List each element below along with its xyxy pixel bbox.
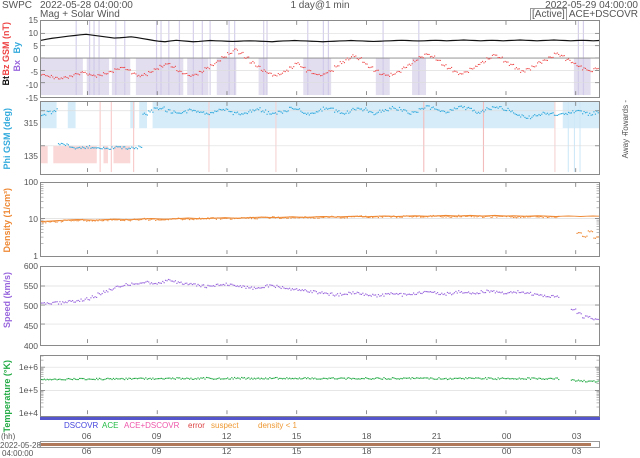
time-tick-label: 09 (151, 446, 162, 456)
time-axis-coverage-box[interactable] (40, 441, 600, 448)
time-tick-label: 00 (501, 431, 512, 441)
panel4-ytick: 600 (23, 260, 38, 271)
legend-ace: ACE (102, 421, 119, 430)
source-status: [Active] ACE+DSCOVR (530, 8, 638, 21)
end-datetime: 2022-05-29 04:00:00 (545, 0, 638, 11)
panel1-ytick: 15 (28, 14, 38, 25)
legend-error: error (188, 421, 205, 430)
panel3-ytick: 10 (28, 213, 38, 224)
panel-speed[interactable] (40, 266, 600, 346)
panel2-ytick: 315 (23, 117, 38, 128)
panel4-ytick: 400 (23, 340, 38, 351)
panel2-ylabel: Phi GSM (deg) (2, 108, 12, 170)
agency-label: SWPC (2, 0, 32, 11)
panel5-ytick: 1e+5 (18, 384, 38, 395)
panel3-ytick: 1 (33, 250, 38, 261)
legend-coverage-bar (40, 417, 600, 420)
time-axis-date: 2022-05-28 (0, 441, 41, 450)
panel4-plot-area (41, 267, 599, 344)
time-tick-label: 18 (361, 446, 372, 456)
time-axis-time: 04:00:00 (2, 449, 34, 458)
panel1-ytick: 0 (33, 53, 38, 64)
panel1-ytick: -10 (25, 79, 38, 90)
panel3-ytick: 100 (23, 176, 38, 187)
time-tick-label: 15 (291, 446, 302, 456)
time-tick-label: 00 (501, 446, 512, 456)
panel4-ytick: 500 (23, 300, 38, 311)
legend: DSCOVR ACE ACE+DSCOVR error suspect dens… (40, 417, 600, 432)
legend-ace-dscovr: ACE+DSCOVR (124, 421, 180, 430)
panel4-ylabel: Speed (km/s) (2, 272, 12, 329)
panel1-ytick: 10 (28, 27, 38, 38)
time-tick-label: 03 (571, 431, 582, 441)
panel1-ytick: -5 (30, 66, 38, 77)
panel-phi-gsm[interactable] (40, 101, 600, 175)
time-axis-unit-label: (hh) (1, 432, 16, 441)
panel5-plot-area (41, 356, 599, 415)
panel-magnetic-field[interactable] (40, 20, 600, 98)
panel-density[interactable] (40, 182, 600, 257)
time-axis: (hh) 2022-05-28 04:00:00 06 09 12 15 18 21 00 0… (0, 432, 640, 458)
panel4-ytick: 550 (23, 280, 38, 291)
panel1-ytick: 5 (33, 40, 38, 51)
time-tick-label: 09 (151, 431, 162, 441)
source-label: ACE+DSCOVR (568, 9, 638, 20)
panel5-ytick: 1e+4 (18, 407, 38, 418)
panel2-plot-area (41, 102, 599, 173)
panel1-plot-area (41, 21, 599, 96)
panel3-plot-area (41, 183, 599, 255)
time-tick-label: 12 (221, 446, 232, 456)
panel5-ytick: 1e+6 (18, 361, 38, 372)
time-tick-label: 06 (81, 446, 92, 456)
time-tick-label: 06 (81, 431, 92, 441)
time-tick-label: 18 (361, 431, 372, 441)
coverage-bar-fill (41, 443, 591, 446)
time-tick-label: 12 (221, 431, 232, 441)
panel2-ytick: 135 (23, 150, 38, 161)
header: SWPC 2022-05-28 04:00:00 Mag + Solar Win… (0, 0, 640, 21)
time-span-label: 1 day@1 min (290, 0, 350, 11)
time-tick-label: 15 (291, 431, 302, 441)
legend-density-low: density < 1 (258, 421, 297, 430)
time-tick-label: 03 (571, 446, 582, 456)
time-axis-ticks-bottom: 06 09 12 15 18 21 00 03 (40, 447, 600, 456)
panel1-ytick: -15 (25, 92, 38, 103)
panel2-right-label-away: Away + (621, 132, 630, 159)
panel2-right-label-towards: Towards - (621, 100, 630, 135)
start-datetime: 2022-05-28 04:00:00 (40, 0, 133, 11)
active-badge: [Active] (530, 8, 567, 21)
panel4-ytick: 450 (23, 320, 38, 331)
panel-temperature[interactable] (40, 355, 600, 417)
legend-dscovr: DSCOVR (64, 421, 99, 430)
product-label: Mag + Solar Wind (40, 9, 120, 20)
time-tick-label: 21 (431, 431, 442, 441)
time-tick-label: 21 (431, 446, 442, 456)
time-axis-ticks-top: 06 09 12 15 18 21 00 03 (40, 432, 600, 441)
legend-suspect: suspect (211, 421, 239, 430)
